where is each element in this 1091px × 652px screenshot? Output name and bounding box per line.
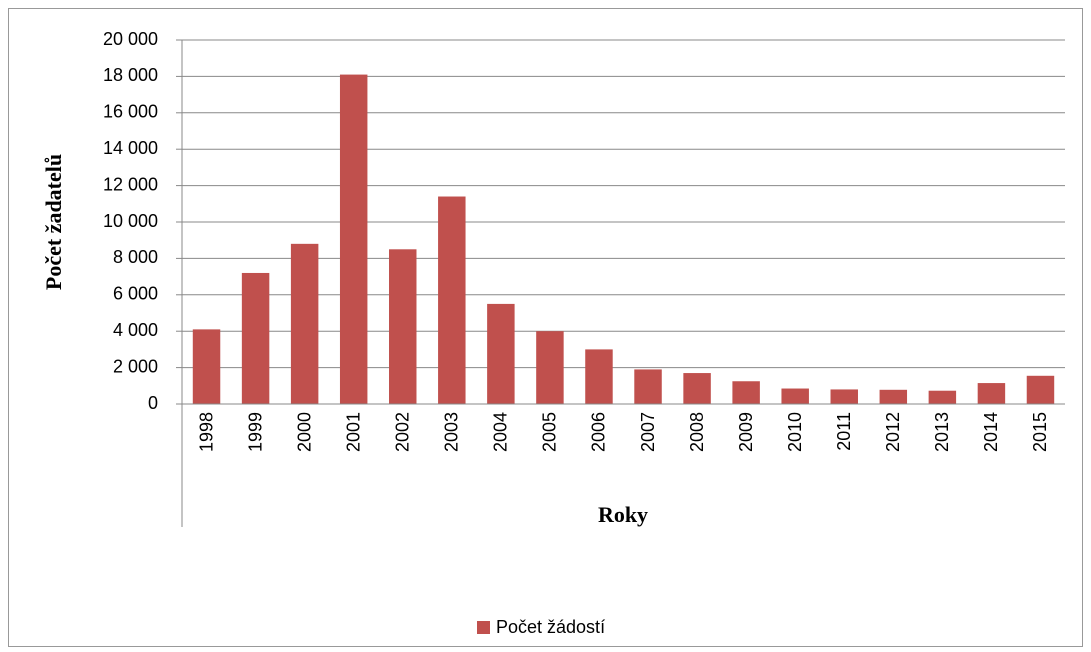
x-tick-label: 2011 — [834, 412, 854, 451]
y-tick-label: 6 000 — [113, 284, 158, 304]
x-tick-label: 1999 — [245, 412, 265, 452]
x-tick-label: 2001 — [343, 412, 363, 452]
bar — [879, 389, 908, 404]
y-tick-label: 18 000 — [103, 65, 158, 85]
bar — [1026, 375, 1055, 404]
y-tick-label: 2 000 — [113, 356, 158, 376]
x-tick-label: 2000 — [294, 412, 314, 452]
bar — [438, 196, 466, 404]
bar — [585, 349, 613, 404]
bar — [781, 388, 809, 404]
bar — [487, 303, 515, 404]
bar — [683, 373, 711, 404]
chart-border — [8, 8, 1083, 647]
y-tick-label: 16 000 — [103, 102, 158, 122]
bar — [830, 389, 858, 404]
x-tick-label: 1998 — [196, 412, 216, 452]
bar — [634, 369, 662, 404]
y-tick-label: 4 000 — [113, 320, 158, 340]
legend-label: Počet žádostí — [496, 617, 605, 637]
y-axis-title: Počet žadatelů — [41, 154, 66, 290]
y-tick-label: 20 000 — [103, 29, 158, 49]
x-tick-label: 2005 — [540, 412, 560, 452]
bar — [339, 74, 368, 404]
legend-swatch — [477, 621, 490, 634]
bar — [928, 390, 957, 404]
x-tick-label: 2007 — [638, 412, 658, 452]
y-tick-label: 14 000 — [103, 138, 158, 158]
x-tick-label: 2010 — [785, 412, 805, 452]
bar — [241, 272, 270, 404]
x-tick-label: 2004 — [491, 412, 511, 452]
x-tick-label: 2006 — [589, 412, 609, 452]
x-tick-label: 2003 — [442, 412, 462, 452]
y-tick-label: 12 000 — [103, 174, 158, 194]
bar — [977, 383, 1006, 404]
x-tick-label: 2014 — [981, 412, 1001, 452]
x-tick-label: 2013 — [932, 412, 952, 452]
x-tick-label: 2012 — [883, 412, 903, 452]
x-tick-label: 2008 — [687, 412, 707, 452]
y-tick-label: 0 — [148, 393, 158, 413]
x-tick-label: 2002 — [393, 412, 413, 452]
bar — [192, 329, 221, 404]
bar — [389, 249, 417, 404]
x-tick-label: 2015 — [1030, 412, 1050, 452]
y-tick-label: 8 000 — [113, 247, 158, 267]
bar — [732, 381, 760, 404]
x-axis-title: Roky — [598, 502, 648, 527]
bar — [536, 331, 564, 404]
bar — [290, 243, 319, 404]
y-tick-label: 10 000 — [103, 211, 158, 231]
x-tick-label: 2009 — [736, 412, 756, 452]
